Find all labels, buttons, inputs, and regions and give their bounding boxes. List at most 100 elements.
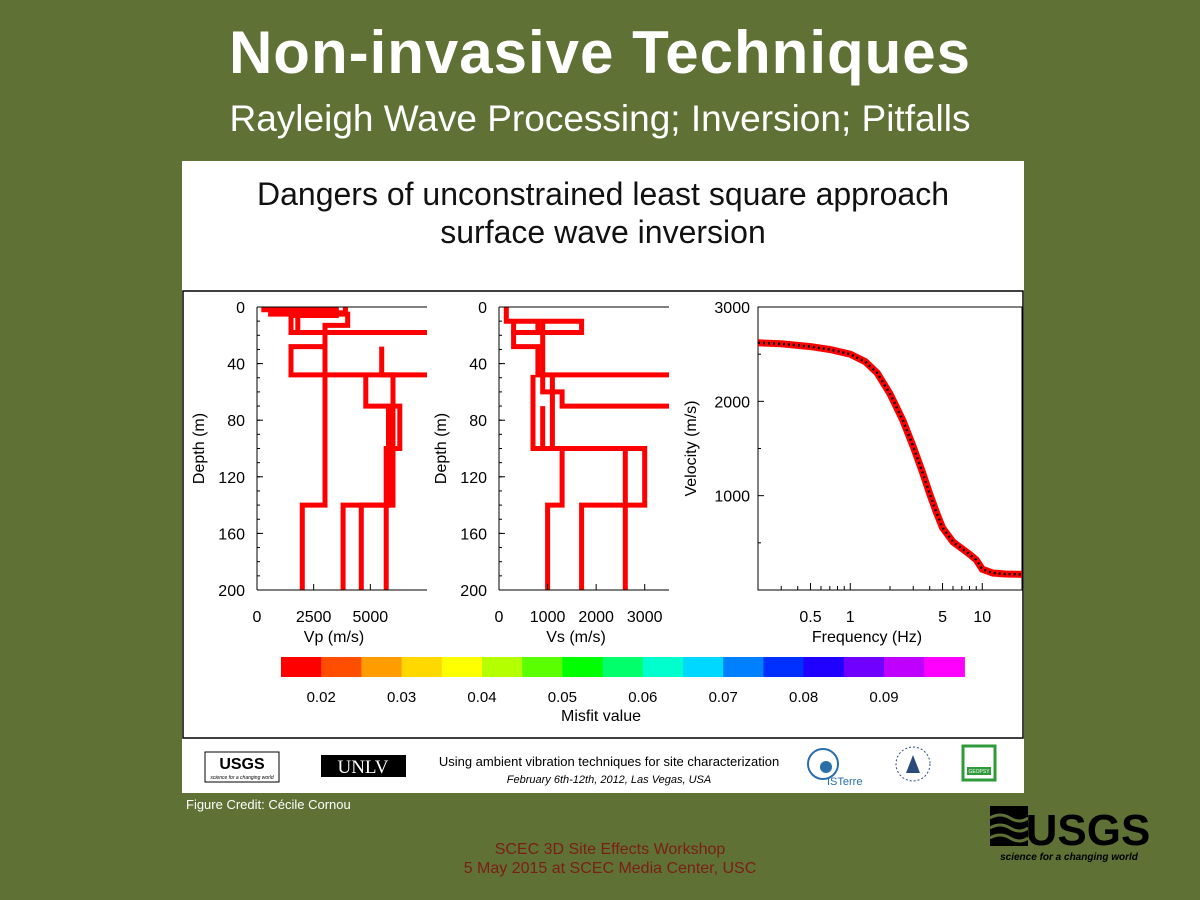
disp-data	[757, 341, 1023, 576]
workshop-line2: 5 May 2015 at SCEC Media Center, USC	[463, 860, 757, 877]
colorbar-swatch	[884, 657, 925, 677]
vs-ytick-label: 160	[460, 526, 487, 543]
unlv-logo	[321, 755, 406, 777]
colorbar-swatch	[723, 657, 764, 677]
vs-xtick-label: 3000	[627, 609, 663, 626]
footer-line1: Using ambient vibration techniques for s…	[439, 754, 779, 769]
figure-title-line1: Dangers of unconstrained least square ap…	[257, 176, 949, 212]
vs-ytick-label: 0	[478, 300, 487, 317]
vp-ytick-label: 0	[236, 300, 245, 317]
vs-xlabel: Vs (m/s)	[546, 629, 606, 646]
dispersion-plot: 1000 2000 3000 0.5 1 5 10 Frequency (Hz) Velocit…	[683, 300, 1023, 646]
vs-ytick-label: 120	[460, 470, 487, 487]
disp-ytick-label: 3000	[714, 300, 750, 317]
colorbar-swatch	[683, 657, 724, 677]
colorbar-tick-label: 0.02	[307, 689, 336, 706]
usgs-logo-text: USGS	[1026, 806, 1150, 855]
colorbar-label: Misfit value	[561, 708, 641, 725]
usgs-logo: USGS science for a changing world	[989, 806, 1150, 863]
footer-logos: USGS science for a changing world UNLV U…	[204, 744, 997, 788]
vp-ytick-label: 40	[227, 357, 245, 374]
disp-ytick-label: 1000	[714, 489, 750, 506]
vs-ytick-label: 200	[460, 583, 487, 600]
colorbar-tick-label: 0.04	[467, 689, 496, 706]
vp-ytick-label: 120	[218, 470, 245, 487]
isterre-logo-ring	[807, 748, 839, 780]
colorbar-swatch	[803, 657, 845, 677]
figure-title-line2: surface wave inversion	[440, 214, 766, 250]
colorbar-swatch	[482, 657, 523, 677]
tree-icon	[906, 755, 920, 773]
vs-model-2	[540, 406, 565, 590]
geopsy-logo-band	[967, 767, 991, 775]
vp-ytick-label: 160	[218, 526, 245, 543]
vp-model-2	[295, 307, 427, 335]
colorbar-swatch	[763, 657, 805, 677]
vs-clip-mask	[670, 297, 710, 600]
geopsy-logo-text: GEOPSY	[968, 769, 990, 775]
vs-xtick-label: 1000	[530, 609, 566, 626]
plots-frame	[182, 290, 1024, 739]
vp-plot: 0 40 80 120 160 200 0 2500 5000 Vp (m/s) Depth (m)	[191, 297, 468, 646]
colorbar-tick-label: 0.03	[387, 689, 416, 706]
disp-frame	[757, 306, 1023, 591]
footer-line2: February 6th-12th, 2012, Las Vegas, USA	[507, 774, 711, 786]
colorbar-swatch	[642, 657, 684, 677]
colorbar-swatch	[441, 657, 483, 677]
colorbar-swatch	[321, 657, 362, 677]
vp-xtick-label: 5000	[353, 609, 389, 626]
disp-models	[757, 339, 1023, 578]
usgs-small-logo-text: USGS	[219, 756, 265, 773]
colorbar-tick-label: 0.08	[789, 689, 818, 706]
vp-model-3	[379, 346, 427, 378]
vp-xtick-label: 2500	[296, 609, 332, 626]
figure-credit: Figure Credit: Cécile Cornou	[186, 797, 351, 812]
usgs-small-logo	[204, 751, 280, 783]
disp-ytick-label: 2000	[714, 394, 750, 411]
disp-xtick-label: 5	[938, 609, 947, 626]
figure-title: Dangers of unconstrained least square ap…	[182, 175, 1024, 251]
colorbar-tick-label: 0.06	[628, 689, 657, 706]
vp-ytick-label: 200	[218, 583, 245, 600]
disp-xtick-label: 1	[846, 609, 855, 626]
disp-xtick-label: 0.5	[799, 609, 821, 626]
vs-ylabel: Depth (m)	[433, 413, 450, 484]
colorbar-swatch	[602, 657, 644, 677]
colorbar-tick-label: 0.05	[548, 689, 577, 706]
isterre-logo-text: ISTerre	[827, 776, 862, 788]
slide-title: Non-invasive Techniques	[228, 19, 972, 86]
colorbar-tick-label: 0.07	[709, 689, 738, 706]
workshop-caption: SCEC 3D Site Effects Workshop 5 May 2015…	[300, 840, 920, 878]
colorbar-swatch	[281, 657, 322, 677]
colorbar-swatch	[522, 657, 563, 677]
disp-ylabel: Velocity (m/s)	[683, 400, 700, 496]
vp-model-5	[358, 406, 391, 590]
colorbar-swatch	[361, 657, 403, 677]
disp-xtick-label: 10	[973, 609, 991, 626]
earth-science-seal	[895, 746, 931, 782]
vs-model-1	[511, 318, 669, 409]
disp-xlabel: Frequency (Hz)	[812, 629, 922, 646]
colorbar-tick-label: 0.09	[869, 689, 898, 706]
workshop-line1: SCEC 3D Site Effects Workshop	[494, 841, 726, 858]
vs-ytick-label: 40	[469, 357, 487, 374]
vs-model-3	[530, 374, 648, 590]
vp-clip-mask	[428, 297, 468, 600]
vs-xtick-label: 2000	[578, 609, 614, 626]
vp-xtick-label: 0	[253, 609, 262, 626]
usgs-small-logo-tagline: science for a changing world	[210, 775, 274, 781]
unlv-logo-text: UNLV	[337, 757, 388, 778]
usgs-logo-tagline: science for a changing world	[1000, 852, 1139, 863]
colorbar-swatch	[924, 657, 965, 677]
slide-subtitle: Rayleigh Wave Processing; Inversion; Pit…	[229, 98, 971, 139]
colorbar-swatch	[843, 657, 885, 677]
isterre-logo-dot	[820, 761, 832, 773]
usgs-wave-icon	[989, 806, 1029, 846]
vs-model-0	[503, 307, 669, 378]
vs-ytick-label: 80	[469, 413, 487, 430]
colorbar-swatch	[401, 657, 443, 677]
vs-xtick-label: 0	[495, 609, 504, 626]
misfit-colorbar: 0.02 0.03 0.04 0.05 0.06 0.07 0.08 0.09 Misfit v…	[281, 657, 965, 725]
